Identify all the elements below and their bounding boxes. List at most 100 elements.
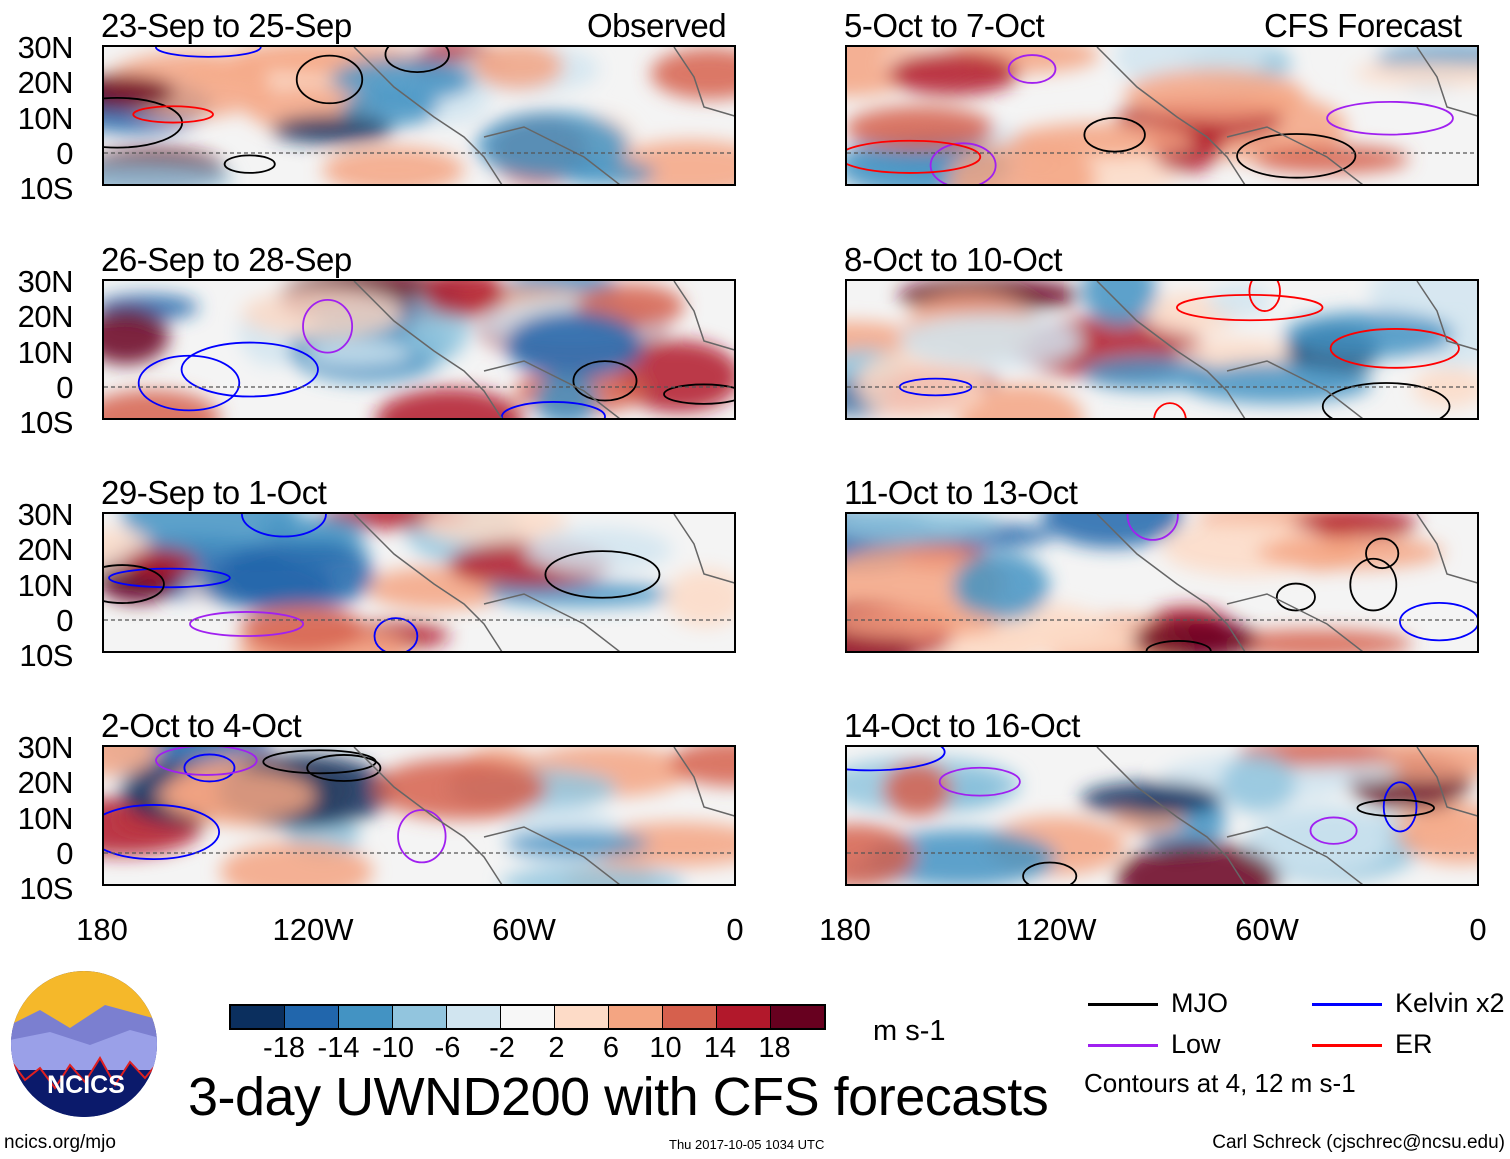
wind-anomaly-region <box>506 830 650 857</box>
ncics-logo: NCICS <box>11 971 157 1117</box>
wave-contour <box>183 753 236 783</box>
wind-anomaly-region <box>330 58 475 103</box>
wave-contour <box>132 105 214 124</box>
map-panel <box>102 745 736 886</box>
wave-contour <box>1275 582 1316 612</box>
y-tick-label: 10S <box>19 171 73 207</box>
y-tick-label: 10S <box>19 405 73 441</box>
wave-contour <box>1309 816 1358 845</box>
wave-contour <box>397 809 447 864</box>
wind-anomaly-region <box>121 514 299 552</box>
coastline <box>353 281 734 418</box>
wind-anomaly-region <box>241 289 405 338</box>
coastline <box>1096 47 1477 184</box>
wave-contour <box>262 749 377 775</box>
x-tick-label: 120W <box>272 912 354 947</box>
wind-anomaly-region <box>887 50 1020 96</box>
y-tick-label: 30N <box>17 264 74 299</box>
wind-anomaly-region <box>1251 804 1392 875</box>
wave-contour <box>1399 601 1477 642</box>
wave-contour <box>1083 116 1146 153</box>
wind-anomaly-region <box>650 47 734 100</box>
wind-anomaly-region <box>669 747 734 787</box>
colorbar-swatch <box>393 1006 447 1028</box>
wind-anomaly-region <box>239 604 365 651</box>
wave-contour <box>1329 328 1460 369</box>
colorbar-swatch <box>609 1006 663 1028</box>
legend-line <box>1312 1003 1382 1006</box>
wind-anomaly-region <box>476 111 629 180</box>
wind-anomaly-region <box>472 47 564 90</box>
coastline <box>1096 747 1477 884</box>
wind-anomaly-region <box>1412 367 1477 408</box>
wave-contour <box>108 567 231 589</box>
contour-note: Contours at 4, 12 m s-1 <box>1084 1068 1356 1098</box>
panel-title: 23-Sep to 25-Sep <box>101 7 352 44</box>
wave-contour <box>373 617 419 651</box>
wave-contour <box>306 754 382 782</box>
coastline <box>353 514 734 651</box>
x-tick-label: 120W <box>1015 912 1097 947</box>
wave-contour <box>189 611 305 637</box>
wave-contour <box>1153 402 1187 418</box>
wave-contour <box>1126 514 1179 541</box>
wave-contour <box>544 550 661 599</box>
wave-contour <box>1321 382 1451 418</box>
wind-anomaly-region <box>1080 782 1222 816</box>
cfs-forecast-label: CFS Forecast <box>1264 7 1462 44</box>
wind-anomaly-region <box>1207 283 1272 319</box>
x-tick-label: 60W <box>1235 912 1299 947</box>
wave-contour <box>1022 861 1078 884</box>
coastline <box>1096 514 1477 651</box>
wind-anomaly-region <box>1353 60 1477 86</box>
wind-anomaly-region <box>898 313 1082 369</box>
wind-anomaly-region <box>957 383 1084 418</box>
wind-anomaly-region <box>1220 754 1296 813</box>
legend-label: MJO <box>1171 988 1228 1018</box>
colorbar-swatch <box>555 1006 609 1028</box>
wave-contour <box>104 804 221 860</box>
y-tick-label: 30N <box>17 497 74 532</box>
wave-contour <box>1356 798 1435 818</box>
wind-anomaly-region <box>422 281 506 318</box>
map-panel <box>845 512 1479 653</box>
wind-anomaly-region <box>486 581 675 607</box>
wind-anomaly-region <box>199 558 335 610</box>
y-tick-label: 10S <box>19 638 73 674</box>
wind-anomaly-region <box>104 747 159 777</box>
y-tick-label: 0 <box>56 835 73 871</box>
wave-contour <box>241 514 327 538</box>
wind-anomaly-region <box>616 340 734 413</box>
y-tick-label: 20N <box>17 299 74 335</box>
colorbar-label: 6 <box>602 1032 620 1064</box>
x-tick-label: 0 <box>1469 912 1487 947</box>
wave-contour <box>223 154 276 174</box>
wind-anomaly-region <box>856 348 986 418</box>
wind-anomaly-region <box>157 769 316 822</box>
footer-author: Carl Schreck (cjschrec@ncsu.edu) <box>1212 1132 1505 1153</box>
wind-anomaly-region <box>1041 514 1184 548</box>
wave-contour <box>295 54 364 105</box>
colorbar-swatch <box>717 1006 771 1028</box>
wind-anomaly-region <box>104 75 175 111</box>
y-tick-label: 20N <box>17 65 74 101</box>
panel-title: 14-Oct to 16-Oct <box>844 707 1080 744</box>
wave-contour <box>929 142 997 184</box>
x-tick-label: 180 <box>76 912 128 947</box>
colorbar-label: 18 <box>758 1032 791 1064</box>
panel-title: 2-Oct to 4-Oct <box>101 707 302 744</box>
colorbar-units: m s-1 <box>873 1015 946 1047</box>
colorbar-label: -6 <box>434 1032 461 1064</box>
map-panel <box>845 279 1479 420</box>
legend-line <box>1088 1044 1158 1047</box>
legend-label: ER <box>1395 1029 1433 1059</box>
wind-anomaly-region <box>1292 514 1418 540</box>
wind-anomaly-region <box>1218 629 1413 651</box>
footer-url[interactable]: ncics.org/mjo <box>4 1132 116 1153</box>
wind-anomaly-region <box>1082 356 1216 391</box>
y-tick-label: 10N <box>17 800 74 836</box>
panel-title: 11-Oct to 13-Oct <box>844 474 1078 511</box>
colorbar-label: -18 <box>263 1032 305 1064</box>
colorbar-label: -10 <box>372 1032 414 1064</box>
